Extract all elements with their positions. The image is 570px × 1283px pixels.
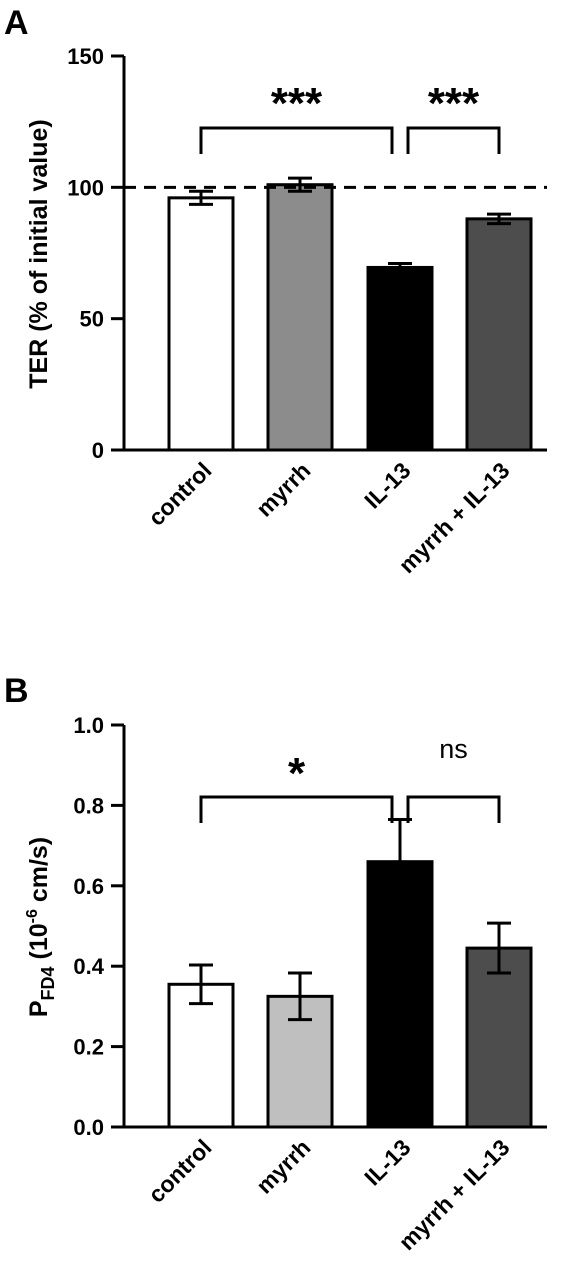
x-category-label: control: [143, 457, 217, 531]
y-tick-label: 1.0: [73, 713, 104, 738]
bar-3: [366, 860, 434, 1129]
panel-b-ylabel-sub: FD4: [38, 966, 58, 1000]
y-tick-label: 0.8: [73, 793, 104, 818]
y-tick-label: 0.0: [73, 1115, 104, 1140]
significance-bracket: [406, 795, 501, 823]
x-category-label: myrrh: [251, 457, 315, 521]
significance-label: ***: [271, 79, 323, 128]
bar-4: [465, 946, 533, 1129]
y-tick-label: 50: [80, 307, 104, 332]
panel-a-label: A: [4, 4, 29, 42]
panel-b-ylabel-end: cm/s): [25, 837, 53, 909]
bar-2: [266, 183, 334, 452]
significance-bracket: [406, 126, 501, 154]
bar-1: [167, 982, 235, 1129]
panel-a-y-axis-label: TER (% of initial value): [25, 119, 53, 388]
significance-label: *: [288, 749, 306, 798]
significance-label: ns: [439, 734, 468, 764]
panel-b-chart: B PFD4 (10-6 cm/s) 0.0 0.2 0.4 0.6 0.8 1.0 * n…: [4, 672, 547, 1255]
x-category-label: IL-13: [359, 457, 415, 513]
y-tick-label: 0: [92, 438, 104, 463]
y-tick-label: 150: [67, 44, 104, 69]
panel-b-ylabel-mid: (10: [25, 923, 53, 966]
panel-b-label: B: [4, 672, 29, 710]
y-tick-label: 0.2: [73, 1035, 104, 1060]
panel-b-y-axis-label: PFD4 (10-6 cm/s): [24, 837, 58, 1017]
y-tick-label: 0.6: [73, 874, 104, 899]
significance-bracket: [199, 795, 394, 823]
y-tick-label: 100: [67, 175, 104, 200]
x-category-label: IL-13: [359, 1134, 415, 1190]
panel-a-chart: A TER (% of initial value) 0 50 100 150 ***…: [4, 4, 547, 578]
panel-b-ylabel-sup: -6: [24, 909, 41, 923]
bar-1: [167, 196, 235, 452]
x-category-label: myrrh: [251, 1134, 315, 1198]
bar-4: [465, 217, 533, 452]
y-tick-label: 0.4: [73, 954, 104, 979]
bar-3: [366, 265, 434, 452]
x-category-label: control: [143, 1134, 217, 1208]
significance-bracket: [199, 126, 394, 154]
panel-b-ylabel-main: P: [25, 1000, 53, 1017]
significance-label: ***: [428, 79, 480, 128]
